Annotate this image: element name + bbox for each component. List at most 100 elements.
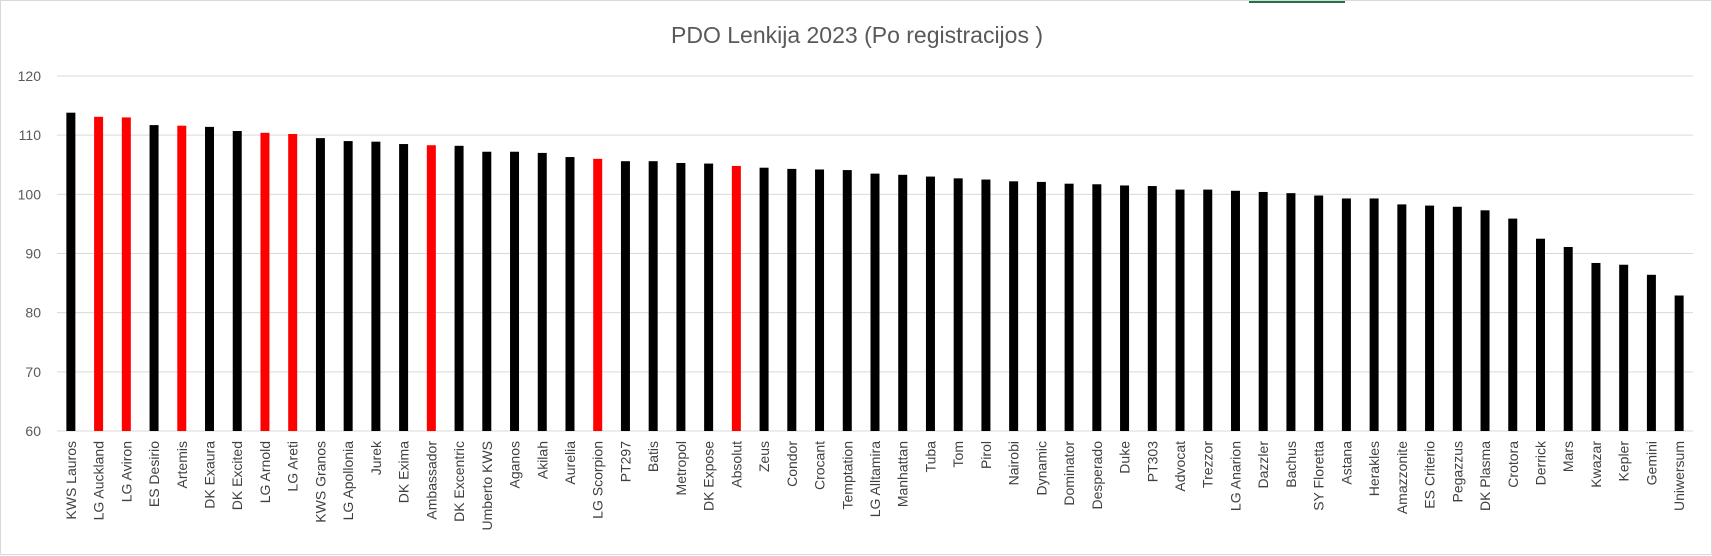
gridlines <box>57 75 1693 432</box>
bar <box>343 141 353 432</box>
bar <box>648 161 658 431</box>
bar <box>1064 183 1074 431</box>
bar <box>177 125 187 431</box>
x-category-label: SY Floretta <box>1311 441 1327 511</box>
bar <box>1591 262 1601 431</box>
bar <box>482 151 492 431</box>
bar <box>565 157 575 431</box>
bar <box>842 170 852 431</box>
x-category-label: Temptation <box>839 441 855 509</box>
y-tick-label: 120 <box>18 68 42 84</box>
bar <box>426 145 436 431</box>
bar <box>1674 295 1684 431</box>
bar <box>1397 204 1407 431</box>
bar <box>1369 198 1379 431</box>
y-tick-label: 100 <box>18 186 42 202</box>
bar <box>537 152 547 431</box>
bar <box>1425 205 1435 431</box>
sheet-accent-bar <box>1249 1 1345 3</box>
x-category-label: Dazzler <box>1255 441 1271 489</box>
x-category-label: DK Expose <box>701 441 717 511</box>
x-category-label: Umberto KWS <box>479 441 495 530</box>
bar <box>1175 189 1185 431</box>
bar <box>1036 181 1046 431</box>
bar <box>925 176 935 431</box>
x-category-label: Zeus <box>756 441 772 472</box>
bar <box>1258 191 1268 431</box>
bar <box>1009 181 1019 431</box>
x-category-label: Artemis <box>174 441 190 488</box>
x-category-label: ES Desirio <box>146 441 162 507</box>
bar <box>787 168 797 431</box>
x-category-label: PT303 <box>1144 441 1160 482</box>
bar <box>371 141 381 432</box>
x-category-label: Tuba <box>922 441 938 473</box>
x-category-label: Manhattan <box>895 441 911 507</box>
x-category-label: Astana <box>1338 441 1354 485</box>
x-category-label: DK Excentric <box>451 441 467 522</box>
bar <box>66 112 76 431</box>
bar <box>1230 190 1240 431</box>
bar <box>981 179 991 431</box>
x-category-label: Condor <box>784 441 800 487</box>
x-category-label: Desperado <box>1089 441 1105 510</box>
x-category-label: LG Anarion <box>1227 441 1243 511</box>
x-category-label: DK Exima <box>396 441 412 503</box>
bar <box>731 165 741 431</box>
bar <box>676 162 686 431</box>
x-category-label: Uniwersum <box>1671 441 1687 511</box>
bar <box>510 151 520 431</box>
x-category-label: LG Apollonia <box>340 441 356 521</box>
x-category-label: Metropol <box>673 441 689 495</box>
x-category-label: Jurek <box>368 440 384 475</box>
x-category-label: Kepler <box>1616 441 1632 482</box>
bar <box>1452 206 1462 431</box>
x-category-label: Kwazar <box>1588 441 1604 488</box>
x-category-label: LG Areti <box>285 441 301 492</box>
x-category-label: Absolut <box>728 441 744 488</box>
bar <box>1563 246 1573 431</box>
x-category-label: Dynamic <box>1033 441 1049 495</box>
bar <box>1120 185 1130 431</box>
bar <box>1314 195 1324 431</box>
bar <box>1480 210 1490 431</box>
x-category-label: Derrick <box>1532 440 1548 485</box>
x-category-label: Crocant <box>812 441 828 490</box>
x-axis-labels: KWS Lauros LG Auckland LG Aviron ES Desirio… <box>63 440 1687 530</box>
x-category-label: PT297 <box>617 441 633 482</box>
x-category-label: DK Exaura <box>202 441 218 509</box>
x-category-label: Pegazzus <box>1449 441 1465 502</box>
x-category-label: Pirol <box>978 441 994 469</box>
x-category-label: Herakles <box>1366 441 1382 496</box>
bar <box>704 163 714 432</box>
x-category-label: Trezzor <box>1200 441 1216 488</box>
bar <box>149 125 159 431</box>
x-category-label: ES Criterio <box>1422 441 1438 509</box>
bar <box>288 133 298 431</box>
bar <box>399 144 409 431</box>
bar <box>953 178 963 431</box>
x-category-label: KWS Lauros <box>63 441 79 520</box>
bar <box>593 158 603 432</box>
x-category-label: DK Excited <box>229 441 245 510</box>
x-category-label: Crotora <box>1505 441 1521 488</box>
bar <box>898 174 908 431</box>
x-category-label: KWS Granos <box>312 441 328 523</box>
x-category-label: LG Alltamira <box>867 441 883 517</box>
x-category-label: LG Scorpion <box>590 441 606 519</box>
x-category-label: Batis <box>645 441 661 472</box>
y-tick-label: 80 <box>25 305 41 321</box>
x-category-label: LG Aviron <box>118 441 134 502</box>
bar <box>1535 238 1545 431</box>
bar <box>1092 184 1102 431</box>
chart-title: PDO Lenkija 2023 (Po registracijos ) <box>671 22 1043 48</box>
x-category-label: Akilah <box>534 441 550 479</box>
y-tick-label: 90 <box>25 246 41 262</box>
bar <box>94 116 104 431</box>
bar <box>759 167 769 432</box>
bar <box>620 161 630 431</box>
x-category-label: Dominator <box>1061 441 1077 506</box>
x-category-label: Nairobi <box>1006 441 1022 485</box>
y-tick-label: 60 <box>25 423 41 439</box>
x-category-label: LG Auckland <box>91 441 107 520</box>
